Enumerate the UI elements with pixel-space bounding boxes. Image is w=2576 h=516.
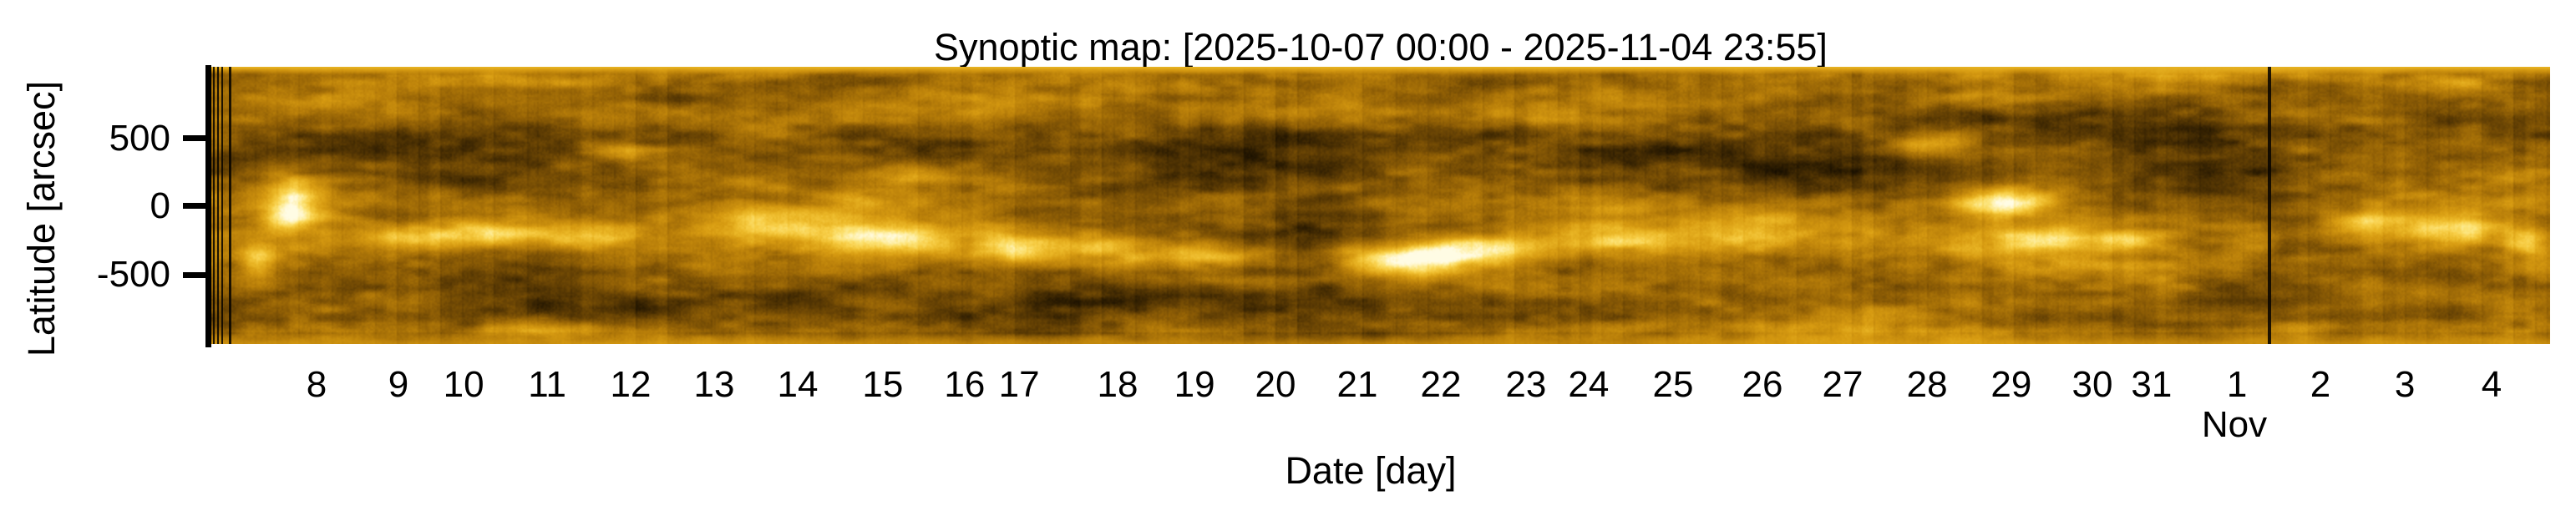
- data-gap-line: [213, 67, 215, 344]
- x-tick-label: 12: [610, 364, 652, 405]
- y-tick-mark: [183, 135, 205, 142]
- x-axis-title: Date [day]: [1285, 449, 1457, 492]
- x-tick-label: 30: [2071, 364, 2113, 405]
- y-tick-mark: [183, 271, 205, 278]
- x-tick-label: 16: [944, 364, 986, 405]
- x-tick-label: 17: [998, 364, 1040, 405]
- y-tick-label: -500: [96, 254, 170, 295]
- x-tick-label: 24: [1568, 364, 1610, 405]
- x-tick-label: 18: [1097, 364, 1138, 405]
- x-tick-label: 27: [1822, 364, 1864, 405]
- x-tick-label: 4: [2481, 364, 2502, 405]
- x-tick-label: 14: [777, 364, 819, 405]
- x-tick-label: 15: [862, 364, 904, 405]
- x-tick-label: 23: [1505, 364, 1547, 405]
- x-tick-label: 2: [2310, 364, 2331, 405]
- figure-title: Synoptic map: [2025-10-07 00:00 - 2025-1…: [934, 26, 1828, 68]
- y-tick-label: 0: [150, 185, 170, 226]
- y-axis-spine: [205, 65, 211, 347]
- data-gap-line: [217, 67, 219, 344]
- x-tick-label: 19: [1174, 364, 1215, 405]
- x-tick-label: 13: [693, 364, 735, 405]
- x-tick-label: 20: [1255, 364, 1296, 405]
- data-gap-line: [2268, 67, 2271, 344]
- x-tick-label: 1: [2226, 364, 2248, 405]
- x-tick-label: 9: [388, 364, 409, 405]
- y-tick-label: 500: [109, 117, 170, 159]
- synoptic-map-image: [211, 67, 2550, 344]
- x-tick-label: 21: [1336, 364, 1378, 405]
- x-tick-label: 26: [1742, 364, 1783, 405]
- x-tick-label: 10: [443, 364, 484, 405]
- x-tick-label: 31: [2131, 364, 2173, 405]
- x-tick-label: 29: [1990, 364, 2032, 405]
- data-gap-line: [221, 67, 223, 344]
- x-tick-label: 28: [1906, 364, 1948, 405]
- data-gap-line: [229, 67, 231, 344]
- y-tick-mark: [183, 203, 205, 210]
- month-label: Nov: [2201, 404, 2268, 445]
- x-tick-label: 3: [2394, 364, 2416, 405]
- x-tick-label: 25: [1652, 364, 1694, 405]
- x-tick-label: 22: [1420, 364, 1462, 405]
- x-tick-label: 11: [528, 364, 566, 405]
- x-tick-label: 8: [306, 364, 327, 405]
